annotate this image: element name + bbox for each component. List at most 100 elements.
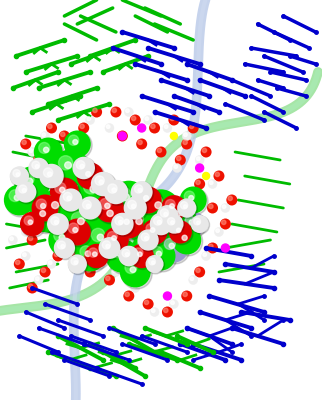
Circle shape (222, 244, 229, 252)
Circle shape (55, 238, 76, 260)
Circle shape (54, 151, 91, 188)
Circle shape (182, 235, 187, 240)
Circle shape (59, 156, 73, 170)
Circle shape (54, 229, 66, 242)
Circle shape (92, 173, 117, 198)
Circle shape (32, 194, 59, 222)
Circle shape (138, 188, 142, 192)
Circle shape (150, 213, 172, 235)
Circle shape (48, 196, 55, 204)
Circle shape (47, 172, 52, 176)
Circle shape (90, 186, 97, 192)
Circle shape (164, 125, 168, 128)
Circle shape (138, 124, 146, 132)
Circle shape (142, 219, 167, 245)
Circle shape (104, 274, 115, 286)
Circle shape (47, 260, 56, 268)
Circle shape (124, 206, 159, 242)
Circle shape (4, 184, 35, 216)
Circle shape (50, 226, 82, 258)
Circle shape (113, 269, 116, 272)
Circle shape (114, 210, 143, 238)
Circle shape (138, 230, 160, 252)
Circle shape (118, 132, 126, 140)
Circle shape (15, 180, 24, 188)
Circle shape (85, 251, 90, 256)
Circle shape (16, 173, 20, 176)
Circle shape (116, 211, 145, 240)
Circle shape (176, 228, 181, 232)
Circle shape (85, 222, 121, 258)
Circle shape (59, 130, 70, 142)
Circle shape (36, 199, 46, 209)
Circle shape (131, 116, 136, 120)
Circle shape (118, 246, 139, 266)
Circle shape (85, 266, 96, 278)
Circle shape (35, 164, 39, 168)
Circle shape (21, 228, 30, 236)
Circle shape (129, 244, 154, 268)
Circle shape (184, 205, 187, 208)
Circle shape (95, 176, 104, 185)
Circle shape (16, 181, 20, 184)
Circle shape (202, 148, 207, 152)
Circle shape (178, 199, 197, 219)
Circle shape (112, 236, 116, 240)
Circle shape (105, 181, 129, 206)
Circle shape (60, 156, 69, 164)
Circle shape (96, 195, 125, 224)
Circle shape (169, 300, 178, 308)
Circle shape (228, 196, 232, 200)
Circle shape (31, 202, 63, 234)
Circle shape (69, 255, 88, 275)
Circle shape (108, 184, 117, 193)
Circle shape (142, 189, 180, 227)
Circle shape (111, 183, 150, 221)
Circle shape (86, 204, 90, 208)
Circle shape (213, 170, 224, 182)
Circle shape (197, 221, 200, 224)
Circle shape (194, 266, 205, 278)
Circle shape (181, 290, 192, 302)
Circle shape (134, 248, 143, 257)
Circle shape (16, 182, 37, 204)
Circle shape (215, 172, 220, 176)
Circle shape (51, 217, 59, 225)
Circle shape (51, 179, 80, 208)
Circle shape (104, 180, 128, 204)
Circle shape (29, 149, 33, 152)
Circle shape (145, 236, 148, 240)
Circle shape (207, 202, 218, 214)
Circle shape (16, 168, 52, 204)
Circle shape (52, 149, 90, 187)
Circle shape (226, 194, 237, 206)
Circle shape (170, 222, 193, 245)
Circle shape (164, 292, 171, 300)
Circle shape (119, 247, 140, 267)
Circle shape (143, 243, 148, 248)
Circle shape (35, 277, 39, 280)
Circle shape (171, 301, 174, 304)
Circle shape (170, 116, 175, 120)
Circle shape (99, 180, 103, 184)
Circle shape (144, 116, 153, 124)
Circle shape (97, 200, 132, 236)
Circle shape (111, 213, 134, 235)
Circle shape (208, 180, 217, 188)
Circle shape (121, 258, 152, 289)
Circle shape (35, 139, 64, 168)
Circle shape (35, 205, 39, 208)
Circle shape (73, 140, 82, 148)
Circle shape (45, 195, 60, 210)
Circle shape (130, 212, 143, 226)
Circle shape (13, 170, 20, 177)
Circle shape (41, 191, 79, 229)
Circle shape (156, 251, 161, 256)
Circle shape (128, 200, 137, 209)
Circle shape (162, 226, 168, 232)
Circle shape (52, 170, 63, 182)
Circle shape (54, 237, 75, 259)
Circle shape (190, 277, 194, 280)
Circle shape (72, 157, 95, 179)
Circle shape (33, 154, 44, 166)
